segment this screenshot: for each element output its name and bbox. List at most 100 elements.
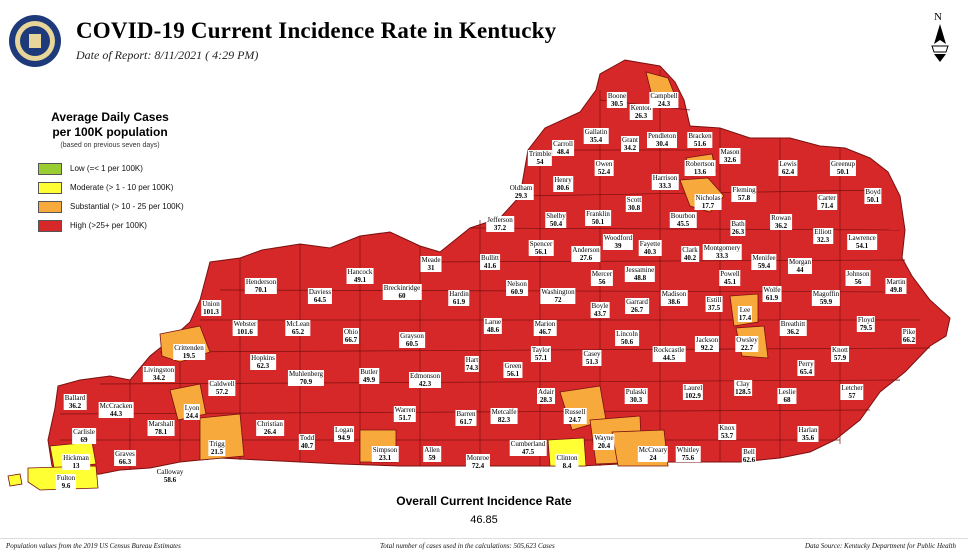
county-rate: 36.2 [63,402,87,410]
county-rate: 65.4 [797,368,815,376]
county-label-bell: Bell 62.6 [741,448,757,464]
county-label-floyd: Floyd 79.5 [856,316,876,332]
county-label-clinton: Clinton 8.4 [555,454,579,470]
county-name: Greenup [829,160,857,168]
county-rate: 80.6 [553,184,573,192]
county-rate: 66.3 [114,458,136,466]
county-label-garrard: Garrard 26.7 [625,298,649,314]
county-rate: 60.9 [506,288,528,296]
county-name: Hardin [448,290,470,298]
county-rate: 51.6 [687,140,713,148]
county-name: Woodford [602,234,634,242]
county-label-grant: Grant 34.2 [621,136,639,152]
county-rate: 28.3 [537,396,555,404]
county-name: Calloway [155,468,185,476]
county-rate: 56 [845,278,871,286]
county-name: Lawrence [847,234,877,242]
county-rate: 56.1 [528,248,554,256]
county-label-scott: Scott 30.8 [625,196,643,212]
county-label-green: Green 56.1 [503,362,523,378]
county-label-franklin: Franklin 50.1 [585,210,611,226]
county-rate: 74.3 [464,364,480,372]
county-label-barren: Barren 61.7 [455,410,477,426]
county-name: Taylor [530,346,552,354]
county-name: Allen [423,446,441,454]
county-rate: 13 [62,462,90,470]
legend: Average Daily Cases per 100K population … [20,110,230,235]
county-rate: 57.1 [530,354,552,362]
county-rate: 71.4 [817,202,837,210]
county-rate: 48.4 [552,148,574,156]
county-name: Bourbon [669,212,697,220]
county-label-mccreary: McCreary 24 [637,446,669,462]
county-name: Montgomery [702,244,742,252]
county-rate: 50.6 [615,338,639,346]
county-label-muhlenberg: Muhlenberg 70.9 [287,370,325,386]
county-label-fleming: Fleming 57.8 [731,186,757,202]
county-name: Metcalfe [490,408,518,416]
county-rate: 30.3 [624,396,648,404]
county-name: Hickman [62,454,90,462]
county-name: Monroe [465,454,491,462]
county-name: Martin [885,278,907,286]
county-rate: 13.6 [684,168,716,176]
county-name: Owen [594,160,614,168]
county-name: Ohio [343,328,359,336]
county-rate: 47.5 [509,448,547,456]
county-name: Lincoln [615,330,639,338]
county-name: Elliott [813,228,833,236]
county-label-henry: Henry 80.6 [553,176,573,192]
county-rate: 58.6 [155,476,185,484]
overall-rate-label: Overall Current Incidence Rate [396,494,572,508]
county-rate: 101.3 [201,308,221,316]
county-label-lyon: Lyon 24.4 [183,404,201,420]
county-rate: 102.9 [682,392,704,400]
county-rate: 56.1 [503,370,523,378]
county-label-daviess: Daviess 64.5 [307,288,333,304]
county-name: Harlan [797,426,819,434]
county-label-henderson: Henderson 70.1 [244,278,278,294]
county-label-spencer: Spencer 56.1 [528,240,554,256]
county-name: Trigg [208,440,226,448]
county-rate: 22.7 [735,344,759,352]
footer-case-count: Total number of cases used in the calcul… [380,542,555,550]
county-name: Knox [718,424,736,432]
county-name: Wolfe [762,286,782,294]
county-label-jefferson: Jefferson 37.2 [486,216,514,232]
county-rate: 38.6 [660,298,688,306]
county-rate: 61.7 [455,418,477,426]
county-rate: 37.2 [486,224,514,232]
county-name: Pike [901,328,917,336]
county-label-pulaski: Pulaski 30.3 [624,388,648,404]
county-rate: 65.2 [285,328,311,336]
county-name: Mercer [590,270,614,278]
county-name: Bath [730,220,746,228]
county-rate: 40.7 [298,442,316,450]
county-rate: 26.3 [730,228,746,236]
county-name: Nicholas [694,194,722,202]
county-name: Cumberland [509,440,547,448]
county-label-letcher: Letcher 57 [840,384,864,400]
county-rate: 26.3 [629,112,653,120]
county-name: Perry [797,360,815,368]
county-name: Muhlenberg [287,370,325,378]
county-name: Shelby [545,212,567,220]
page-title: COVID-19 Current Incidence Rate in Kentu… [76,18,557,43]
county-label-metcalfe: Metcalfe 82.3 [490,408,518,424]
county-label-marion: Marion 46.7 [533,320,557,336]
county-label-martin: Martin 49.8 [885,278,907,294]
county-name: Madison [660,290,688,298]
legend-swatch [38,219,62,232]
county-name: McLean [285,320,311,328]
county-label-calloway: Calloway 58.6 [155,468,185,484]
county-name: Crittenden [173,344,205,352]
county-name: Webster [232,320,258,328]
county-label-elliott: Elliott 32.3 [813,228,833,244]
county-name: Bell [741,448,757,456]
county-rate: 60 [382,292,422,300]
county-label-carlisle: Carlisle 69 [72,428,96,444]
county-rate: 59.4 [751,262,777,270]
county-name: Grayson [399,332,425,340]
county-name: McCracken [98,402,134,410]
county-name: Menifee [751,254,777,262]
